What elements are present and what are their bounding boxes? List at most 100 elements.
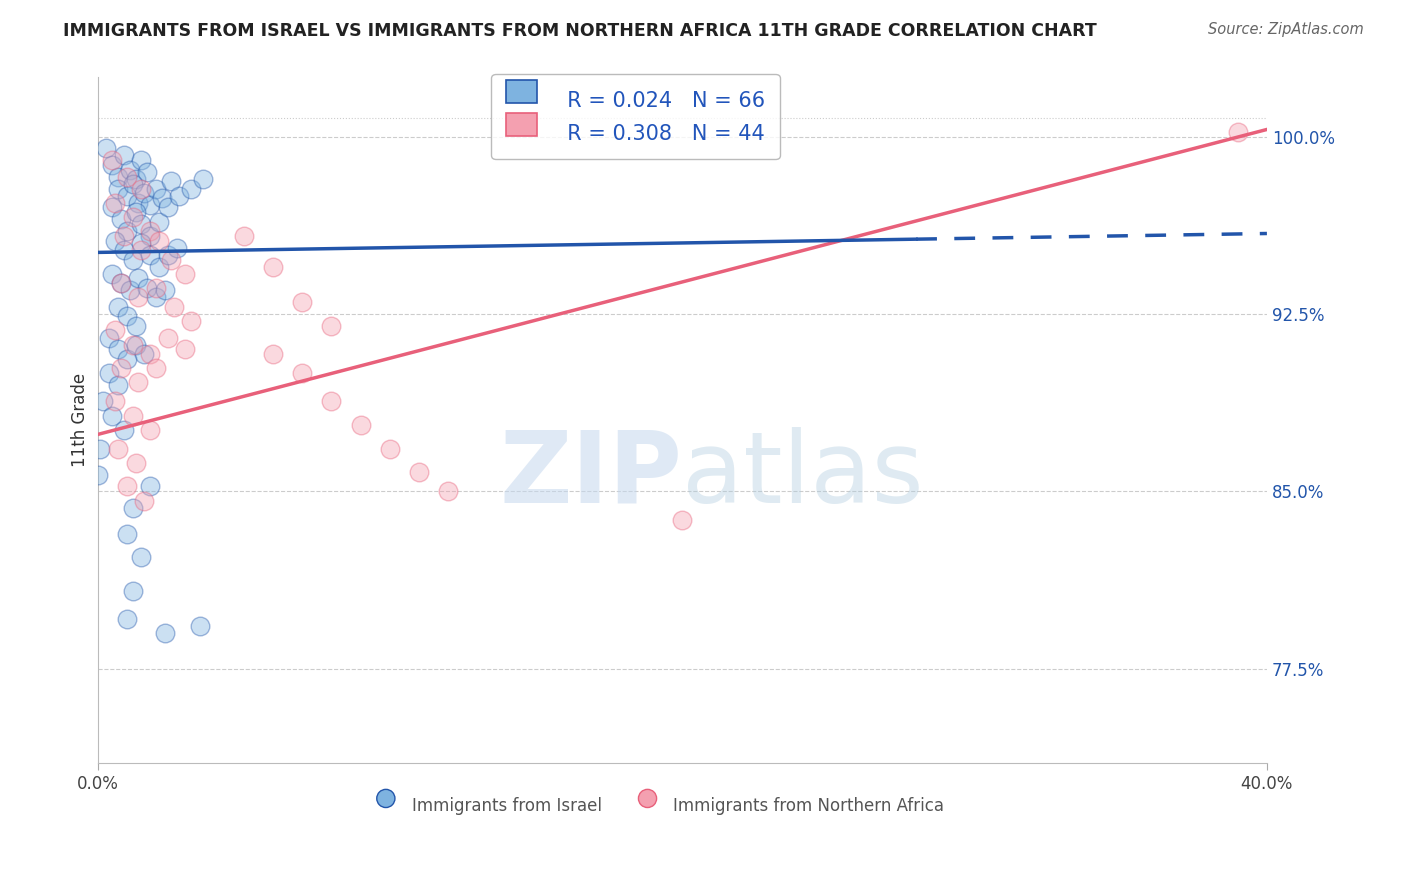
Point [128,271,150,285]
Y-axis label: 11th Grade: 11th Grade [72,373,89,467]
Point [101,267,124,281]
Point [112,243,135,257]
Point [101,153,124,168]
Point [156,201,179,215]
Point [174,267,197,281]
Point [139,198,162,212]
Point [115,479,138,493]
Point [145,281,167,295]
Point [262,260,284,274]
Point [104,394,127,409]
Point [350,417,373,432]
Point [121,210,143,224]
Point [110,361,132,376]
Point [107,377,129,392]
Point [134,493,156,508]
Point [115,188,138,202]
Point [110,276,132,290]
Point [124,337,146,351]
Point [121,252,143,267]
Point [136,281,159,295]
Point [86,467,108,482]
Point [153,283,176,297]
Text: Source: ZipAtlas.com: Source: ZipAtlas.com [1208,22,1364,37]
Legend: Immigrants from Israel, Immigrants from Northern Africa: Immigrants from Israel, Immigrants from … [366,788,953,823]
Point [148,260,170,274]
Point [110,212,132,227]
Point [139,423,162,437]
Point [121,337,143,351]
Point [321,318,343,333]
Point [96,141,118,155]
Point [262,347,284,361]
Point [115,351,138,366]
Point [1226,125,1249,139]
Point [134,347,156,361]
Point [131,153,153,168]
Point [437,484,460,499]
Point [291,295,314,310]
Text: ZIP: ZIP [499,426,682,524]
Point [156,248,179,262]
Point [131,235,153,250]
Point [124,172,146,186]
Point [131,181,153,195]
Point [112,423,135,437]
Point [118,162,141,177]
Point [150,191,173,205]
Point [104,234,127,248]
Point [145,290,167,304]
Point [128,376,150,390]
Text: atlas: atlas [682,426,924,524]
Point [174,343,197,357]
Point [156,330,179,344]
Point [107,169,129,184]
Point [124,318,146,333]
Point [110,276,132,290]
Point [169,188,191,202]
Point [98,330,121,344]
Point [124,456,146,470]
Point [321,394,343,409]
Point [107,343,129,357]
Point [115,526,138,541]
Point [148,215,170,229]
Point [139,224,162,238]
Point [180,181,202,195]
Point [101,409,124,423]
Point [115,612,138,626]
Point [101,201,124,215]
Point [107,442,129,456]
Point [180,314,202,328]
Point [139,228,162,243]
Point [148,234,170,248]
Point [188,619,211,633]
Point [93,394,115,409]
Point [159,174,181,188]
Point [131,217,153,231]
Point [121,177,143,191]
Point [408,465,430,479]
Point [378,442,401,456]
Point [136,165,159,179]
Point [134,186,156,201]
Point [162,300,184,314]
Point [89,442,111,456]
Point [118,283,141,297]
Point [145,181,167,195]
Point [139,248,162,262]
Point [124,205,146,219]
Point [115,169,138,184]
Point [671,513,693,527]
Point [128,195,150,210]
Point [98,366,121,380]
Point [115,224,138,238]
Point [128,290,150,304]
Point [291,366,314,380]
Point [131,243,153,257]
Point [101,158,124,172]
Point [166,241,188,255]
Point [145,361,167,376]
Point [121,500,143,515]
Point [191,172,214,186]
